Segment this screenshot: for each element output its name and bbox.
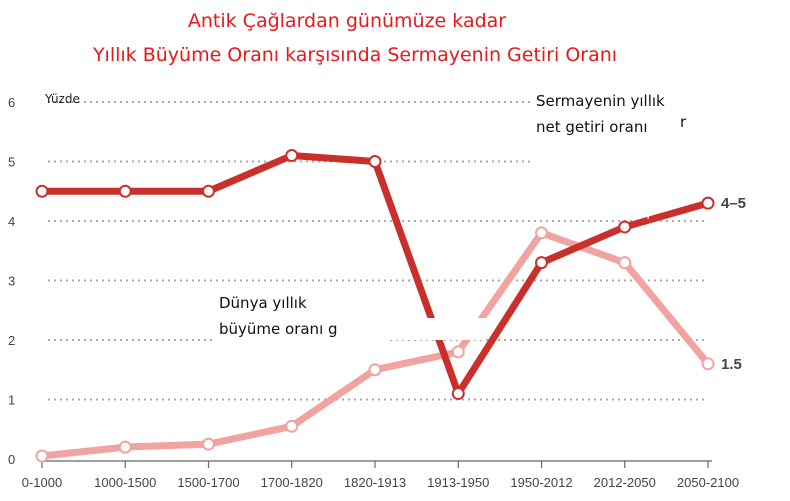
y-tick-label: 0 — [8, 452, 15, 467]
data-point — [451, 387, 465, 401]
data-point — [618, 256, 632, 270]
x-tick-label: 1500-1700 — [177, 475, 239, 490]
growth-callout-line2: büyüme oranı g — [219, 320, 338, 338]
return-callout: Sermayenin yıllık net getiri oranı r — [532, 82, 710, 220]
return-callout-line2: net getiri oranı — [536, 118, 648, 136]
data-point — [35, 449, 49, 463]
y-tick-label: 2 — [8, 333, 15, 348]
chart-title-line2: Yıllık Büyüme Oranı karşısında Sermayeni… — [92, 44, 617, 66]
data-point — [35, 184, 49, 198]
x-tick-label: 1000-1500 — [94, 475, 156, 490]
series-end-label-0: 4–5 — [721, 195, 746, 212]
data-point — [202, 184, 215, 198]
growth-callout-box — [214, 306, 486, 400]
data-point — [368, 155, 382, 168]
data-point — [451, 345, 465, 359]
x-tick-label: 2012-2050 — [594, 475, 656, 490]
data-point — [202, 437, 215, 451]
x-tick-label: 1700-1820 — [261, 475, 323, 490]
return-callout-stray-letter: r — [680, 113, 687, 131]
growth-callout: Dünya yıllık büyüme oranı g — [214, 294, 486, 400]
data-point — [535, 256, 548, 270]
x-tick-label: 0-1000 — [22, 475, 62, 490]
data-point — [535, 226, 548, 240]
data-point — [618, 220, 632, 234]
y-axis: 0 1 2 3 4 5 6 — [8, 95, 15, 467]
return-callout-box — [532, 82, 710, 220]
data-point — [701, 357, 715, 371]
y-tick-label: 6 — [8, 95, 15, 110]
series-end-label-1: 1.5 — [721, 356, 742, 373]
series-group: 1.5 4–5 — [35, 149, 746, 463]
data-point — [368, 363, 382, 377]
return-callout-line1: Sermayenin yıllık — [536, 92, 665, 110]
growth-callout-line1: Dünya yıllık — [219, 294, 307, 312]
x-tick-label: 1913-1950 — [427, 475, 489, 490]
chart-title-line1: Antik Çağlardan günümüze kadar — [188, 10, 506, 32]
y-tick-label: 3 — [8, 274, 15, 289]
data-point — [285, 419, 299, 433]
data-point — [118, 184, 132, 198]
x-tick-label: 1820-1913 — [344, 475, 406, 490]
y-axis-label: Yüzde — [44, 92, 80, 106]
x-tick-label: 2050-2100 — [677, 475, 739, 490]
y-tick-label: 4 — [8, 214, 15, 229]
data-point — [701, 196, 715, 210]
x-tick-label: 1950-2012 — [510, 475, 572, 490]
data-point — [285, 149, 299, 163]
x-axis: 0-1000 1000-1500 1500-1700 1700-1820 1820-19… — [22, 460, 739, 490]
y-tick-label: 1 — [8, 393, 15, 408]
data-point — [118, 440, 132, 454]
y-tick-label: 5 — [8, 155, 15, 170]
